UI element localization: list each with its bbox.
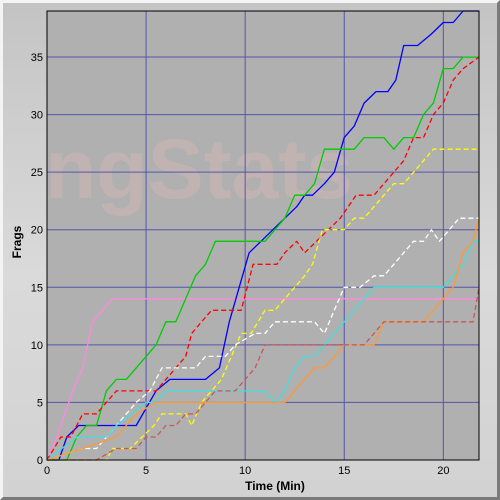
y-tick-labels: 0 5 10 15 20 25 30 35 [31,52,43,467]
plot-border [46,10,480,461]
series-line-0 [46,298,479,461]
series-line-1 [47,10,479,461]
series-line-3 [46,56,480,461]
x-tick-label-3: 15 [338,465,350,477]
series-lines [46,10,480,461]
x-tick-label-1: 5 [143,465,149,477]
y-tick-label-2: 10 [31,340,43,352]
watermark: ngStats [45,122,353,216]
series-line-2 [47,56,479,461]
series-line-5 [46,217,479,461]
y-tick-label-3: 15 [31,282,43,294]
series-line-4 [47,148,479,461]
plot-area [47,11,479,460]
series-line-7 [46,218,480,461]
x-tick-label-4: 20 [437,465,449,477]
x-axis-label: Time (Min) [245,479,305,493]
y-tick-label-7: 35 [31,52,43,64]
y-tick-label-6: 30 [31,110,43,122]
y-tick-label-1: 5 [37,397,43,409]
series-line-6 [46,240,479,461]
y-axis-label: Frags [10,225,24,258]
y-tick-label-0: 0 [37,455,43,467]
x-tick-label-2: 10 [239,465,251,477]
series-line-8 [47,287,480,461]
x-tick-label-0: 0 [44,465,50,477]
x-tick-labels: 0 5 10 15 20 [44,465,450,477]
y-tick-label-5: 25 [31,167,43,179]
y-tick-label-4: 20 [31,225,43,237]
